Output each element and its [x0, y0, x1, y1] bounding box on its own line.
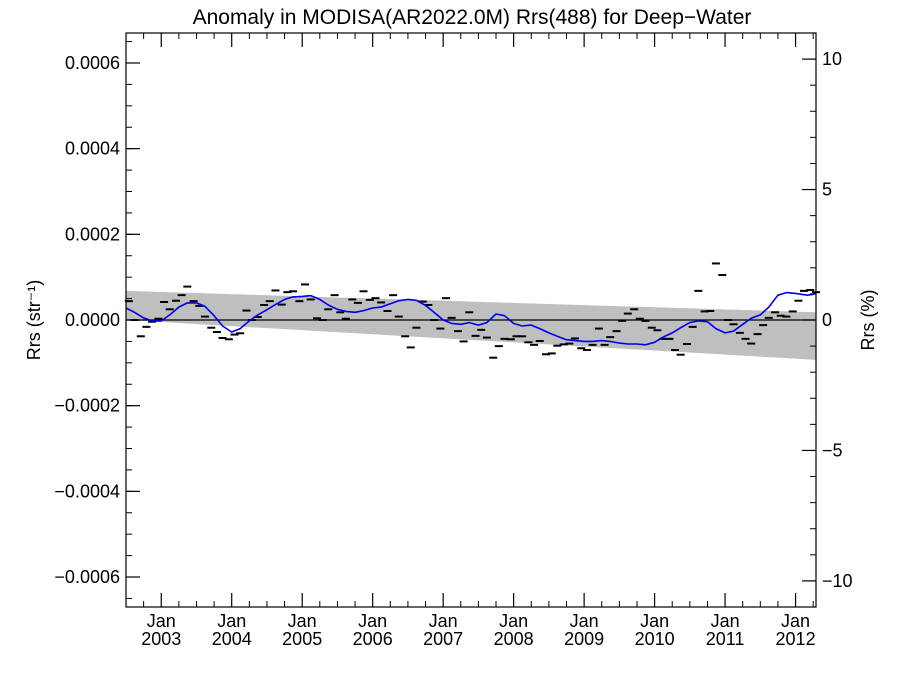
x-tick-label-year: 2003: [141, 629, 181, 649]
x-axis: Jan2003Jan2004Jan2005Jan2006Jan2007Jan20…: [125, 33, 816, 649]
x-tick-label-month: Jan: [781, 611, 810, 631]
x-tick-label-month: Jan: [570, 611, 599, 631]
y-axis-right: 10 5 0 −5 −10: [802, 32, 853, 608]
x-tick-label-year: 2004: [212, 629, 252, 649]
x-tick-label-month: Jan: [288, 611, 317, 631]
y-axis-label-left: Rrs (str⁻¹): [24, 280, 44, 360]
y-tick-label: 0.0000: [65, 310, 120, 330]
x-tick-label-year: 2006: [353, 629, 393, 649]
x-tick-label-month: Jan: [217, 611, 246, 631]
smoothed-line-layer: [125, 291, 817, 346]
y2-tick-label: −10: [822, 571, 853, 591]
x-tick-label-year: 2008: [494, 629, 534, 649]
y-tick-label: 0.0006: [65, 53, 120, 73]
x-tick-label-month: Jan: [147, 611, 176, 631]
y2-tick-label: 5: [822, 180, 832, 200]
x-tick-label-month: Jan: [358, 611, 387, 631]
x-tick-label-year: 2005: [282, 629, 322, 649]
smoothed-line: [125, 291, 817, 346]
x-tick-label-month: Jan: [640, 611, 669, 631]
y-axis-left: 0.0006 0.0004 0.0002 0.0000 −0.0002 −0.0004 −0…: [54, 41, 140, 599]
x-tick-label-year: 2007: [423, 629, 463, 649]
confidence-band-layer: [126, 290, 816, 360]
y-tick-label: −0.0004: [54, 481, 120, 501]
y-axis-label-right: Rrs (%): [858, 290, 878, 351]
x-tick-label-year: 2011: [706, 629, 745, 649]
x-tick-label-month: Jan: [499, 611, 528, 631]
y2-tick-label: 10: [822, 49, 842, 69]
x-tick-label-year: 2009: [564, 629, 604, 649]
x-tick-label-year: 2010: [635, 629, 675, 649]
y2-tick-label: −5: [822, 440, 843, 460]
y2-tick-label: 0: [822, 310, 832, 330]
y-tick-label: −0.0006: [54, 567, 120, 587]
x-tick-label-month: Jan: [711, 611, 740, 631]
x-tick-label-month: Jan: [429, 611, 458, 631]
x-tick-label-year: 2012: [776, 629, 816, 649]
y-tick-label: 0.0004: [65, 139, 120, 159]
plot-area: [124, 32, 820, 608]
chart-title: Anomaly in MODISA(AR2022.0M) Rrs(488) fo…: [193, 6, 752, 29]
confidence-band: [126, 290, 816, 360]
y-tick-label: −0.0002: [54, 396, 120, 416]
y-tick-label: 0.0002: [65, 224, 120, 244]
data-marker-layer: [124, 262, 820, 359]
